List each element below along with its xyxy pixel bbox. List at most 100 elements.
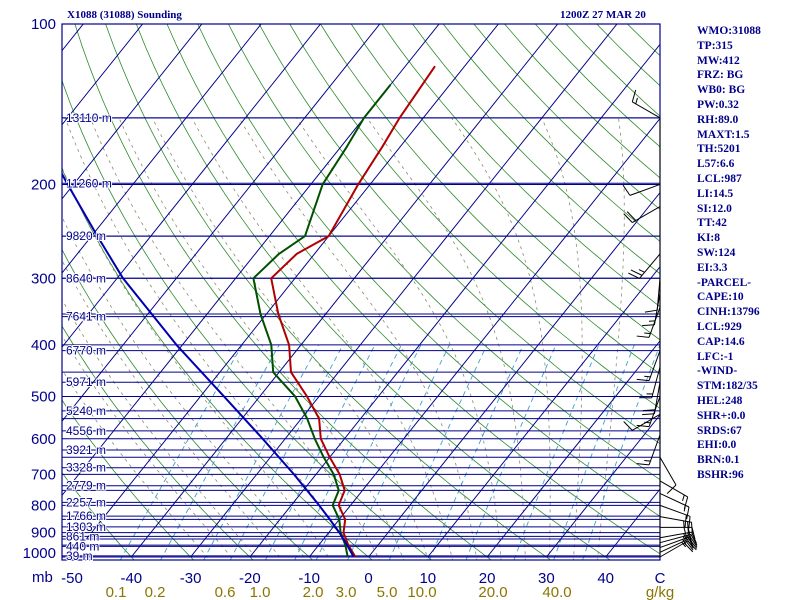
dry-adiabat xyxy=(62,325,254,560)
wind-barb xyxy=(659,531,698,545)
dry-adiabat xyxy=(62,79,433,560)
height-label: 5971 m xyxy=(66,375,106,389)
isotherm xyxy=(71,24,499,558)
grid-lines xyxy=(0,24,660,560)
mixing-ratio-line xyxy=(160,344,280,560)
mixing-ratio-line xyxy=(347,344,450,560)
isotherm xyxy=(62,24,203,200)
temperature-unit-label: C xyxy=(655,570,666,587)
wind-barb xyxy=(622,183,661,196)
isotherm xyxy=(62,24,321,348)
height-label: 39 m xyxy=(66,549,93,563)
index-row: CAPE:10 xyxy=(697,291,744,304)
height-label: 440 m xyxy=(66,539,99,553)
index-row: PW:0.32 xyxy=(697,98,739,111)
mixing-ratio-line xyxy=(315,344,422,560)
index-row: -WIND- xyxy=(697,365,738,378)
mixing-ratio-line xyxy=(553,344,635,560)
wind-barb xyxy=(623,206,661,223)
index-row: WMO:31088 xyxy=(697,25,761,37)
sounding-title: X1088 (31088) Sounding xyxy=(67,9,182,21)
dry-adiabat xyxy=(381,24,660,308)
index-row: LCL:929 xyxy=(697,320,742,333)
wind-barb xyxy=(636,350,661,382)
index-row: CAP:14.6 xyxy=(697,335,745,348)
mixing-ratio-line xyxy=(465,344,557,560)
index-row: SHR+:0.0 xyxy=(697,409,746,422)
index-row: EI:3.3 xyxy=(697,261,728,274)
mixing-ratio-line xyxy=(294,344,402,560)
pressure-tick-label: 600 xyxy=(31,431,56,448)
moist-adiabat xyxy=(118,117,405,560)
mixing-ratio-line xyxy=(388,344,488,560)
index-row: LCL:987 xyxy=(697,172,742,185)
index-row: L57:6.6 xyxy=(697,158,735,171)
mixing-ratio-label: 0.6 xyxy=(215,584,236,600)
pressure-tick-label: 500 xyxy=(31,389,56,406)
pressure-tick-label: 300 xyxy=(31,270,56,287)
index-row: LI:14.5 xyxy=(697,187,734,200)
pressure-tick-label: 100 xyxy=(31,16,56,33)
index-row: TT:42 xyxy=(697,217,727,230)
pressure-tick-label: 700 xyxy=(31,466,56,483)
height-label: 4556 m xyxy=(66,424,106,438)
index-row: SI:12.0 xyxy=(697,202,732,215)
wind-barbs xyxy=(622,89,698,558)
mixing-ratio-line xyxy=(429,344,524,560)
mixing-ratio-line xyxy=(203,344,319,560)
isotherm xyxy=(62,24,143,126)
mixing-ratio-label: 20.0 xyxy=(478,584,507,600)
index-row: MW:412 xyxy=(697,54,740,67)
pressure-tick-label: 800 xyxy=(31,497,56,514)
temperature-tick-label: 10 xyxy=(419,570,436,587)
mixing-ratio-line xyxy=(264,344,376,560)
dry-adiabat xyxy=(135,24,611,560)
temperature-tick-label: -20 xyxy=(239,570,261,587)
isotherm xyxy=(130,24,559,558)
wind-barb xyxy=(659,504,691,529)
temperature-tick-label: -40 xyxy=(120,570,142,587)
height-label: 8640 m xyxy=(66,271,106,285)
wind-barb xyxy=(628,253,661,279)
dry-adiabat xyxy=(289,24,660,409)
mixing-ratio-label: 1.0 xyxy=(250,584,271,600)
height-label: 9820 m xyxy=(66,229,106,243)
dry-adiabat xyxy=(62,399,195,560)
index-row: RH:89.0 xyxy=(697,113,739,126)
index-row: MAXT:1.5 xyxy=(697,128,750,141)
mixing-ratio-label: 40.0 xyxy=(542,584,571,600)
height-label: 6770 m xyxy=(66,344,106,358)
moist-adiabat xyxy=(451,117,551,560)
isotherm xyxy=(0,24,24,557)
height-label: 7641 m xyxy=(66,310,106,324)
temperature-tick-label: -50 xyxy=(61,570,83,587)
mixing-ratio-label: 10.0 xyxy=(407,584,436,600)
dry-adiabat xyxy=(412,24,660,275)
pressure-tick-label: 1000 xyxy=(23,545,56,562)
dry-adiabat xyxy=(62,472,135,560)
height-label: 1303 m xyxy=(66,520,106,534)
mixing-ratio-label: 0.2 xyxy=(145,584,166,600)
height-label: 2779 m xyxy=(66,479,106,493)
dewpoint-line xyxy=(252,84,392,558)
isotherm xyxy=(62,24,381,423)
index-row: KI:8 xyxy=(697,232,720,245)
sounding-traces xyxy=(62,65,436,558)
wind-barb xyxy=(659,480,689,509)
temperature-tick-label: 0 xyxy=(364,570,372,587)
temperature-tick-label: 40 xyxy=(597,570,614,587)
height-label: 1766 m xyxy=(66,509,106,523)
moist-adiabat xyxy=(597,117,625,560)
wind-barb xyxy=(644,278,661,313)
height-label: 861 m xyxy=(66,529,99,543)
index-row: SW:124 xyxy=(697,246,736,259)
mixing-ratio-label: 5.0 xyxy=(377,584,398,600)
dry-adiabat xyxy=(105,24,552,560)
dry-adiabat xyxy=(320,24,660,375)
index-row: FRZ: BG xyxy=(697,69,744,82)
height-label: 5240 m xyxy=(66,404,106,418)
mixing-ratio-label: 2.0 xyxy=(303,584,324,600)
height-label: 3921 m xyxy=(66,443,106,457)
